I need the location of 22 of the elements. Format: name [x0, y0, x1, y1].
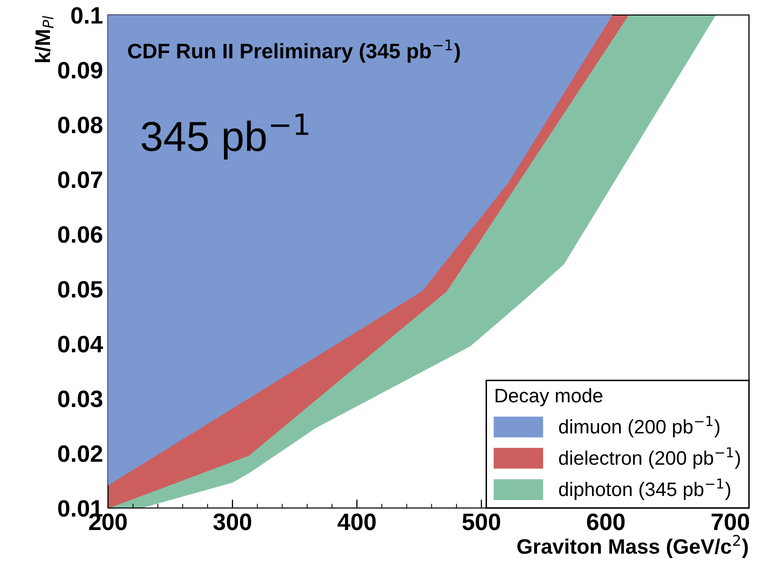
x-tick-label: 500 [462, 513, 500, 530]
legend-title: Decay mode [496, 388, 602, 406]
x-tick-label: 700 [712, 513, 750, 530]
legend-label: diphoton (345 pb$^{−1}$) [559, 478, 730, 500]
y-tick-label: 0.03 [58, 390, 102, 408]
annotation: CDF Run II Preliminary (345 pb$^{−1}$) [128, 40, 460, 63]
y-tick-label: 0.09 [58, 62, 102, 79]
y-tick-label: 0.1 [71, 7, 102, 24]
x-tick-label: 400 [338, 513, 376, 530]
x-tick-label: 600 [587, 513, 625, 530]
x-tick-label: 300 [213, 513, 252, 530]
y-tick-label: 0.07 [58, 171, 102, 188]
y-tick-label: 0.06 [58, 226, 102, 243]
legend-label: dimuon (200 pb$^{−1}$) [559, 416, 720, 438]
y-tick-label: 0.08 [58, 116, 102, 134]
y-tick-label: 0.02 [58, 445, 102, 462]
annotation: 345 pb$^{−1}$ [142, 114, 308, 160]
y-axis-title: k/M$_{Pl}$ [34, 16, 54, 62]
legend-label: dielectron (200 pb$^{−1}$) [559, 447, 740, 469]
y-tick-label: 0.05 [58, 280, 102, 298]
y-tick-label: 0.04 [58, 336, 104, 352]
x-axis-title: Graviton Mass (GeV/c$^{2}$) [517, 534, 748, 558]
